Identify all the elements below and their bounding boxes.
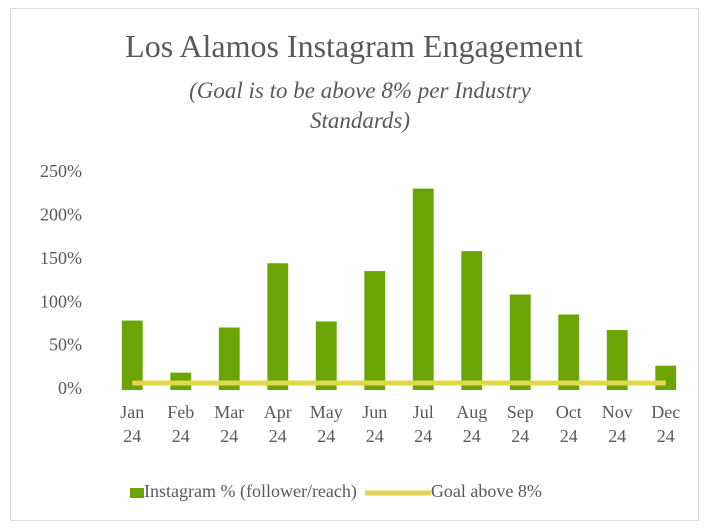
y-tick-label: 150% xyxy=(40,248,82,268)
bar xyxy=(121,320,143,390)
chart-subtitle: (Goal is to be above 8% per Industry Sta… xyxy=(189,78,531,133)
chart-title: Los Alamos Instagram Engagement xyxy=(125,28,583,64)
bar xyxy=(267,263,289,390)
y-tick-label: 100% xyxy=(40,291,82,311)
bar xyxy=(364,271,386,390)
y-tick-label: 0% xyxy=(58,378,82,398)
bar xyxy=(412,188,434,390)
x-tick-label: Sep 24 xyxy=(506,402,534,446)
y-tick-label: 250% xyxy=(40,161,82,181)
y-tick-label: 50% xyxy=(49,335,82,355)
x-tick-label: Aug 24 xyxy=(456,402,488,446)
bar xyxy=(509,294,531,390)
legend-label: Goal above 8% xyxy=(431,481,542,501)
x-tick-label: Jun 24 xyxy=(362,402,388,446)
x-tick-label: Jan 24 xyxy=(120,402,145,446)
y-tick-label: 200% xyxy=(40,205,82,225)
x-tick-label: Mar 24 xyxy=(214,402,245,446)
x-tick-label: Apr 24 xyxy=(263,402,292,446)
bar xyxy=(558,314,580,390)
x-tick-label: Jul 24 xyxy=(412,402,434,446)
bar xyxy=(218,327,240,390)
legend-swatch xyxy=(130,488,144,498)
bar xyxy=(315,321,337,390)
bar xyxy=(655,365,677,390)
x-tick-label: Feb 24 xyxy=(167,402,195,446)
chart-border xyxy=(10,8,699,521)
x-tick-label: Dec 24 xyxy=(651,402,681,446)
x-tick-label: May 24 xyxy=(309,402,343,446)
x-tick-label: Nov 24 xyxy=(601,402,633,446)
bar xyxy=(461,251,483,390)
legend-label: Instagram % (follower/reach) xyxy=(144,481,357,502)
x-tick-label: Oct 24 xyxy=(555,402,582,446)
bar xyxy=(606,330,628,390)
